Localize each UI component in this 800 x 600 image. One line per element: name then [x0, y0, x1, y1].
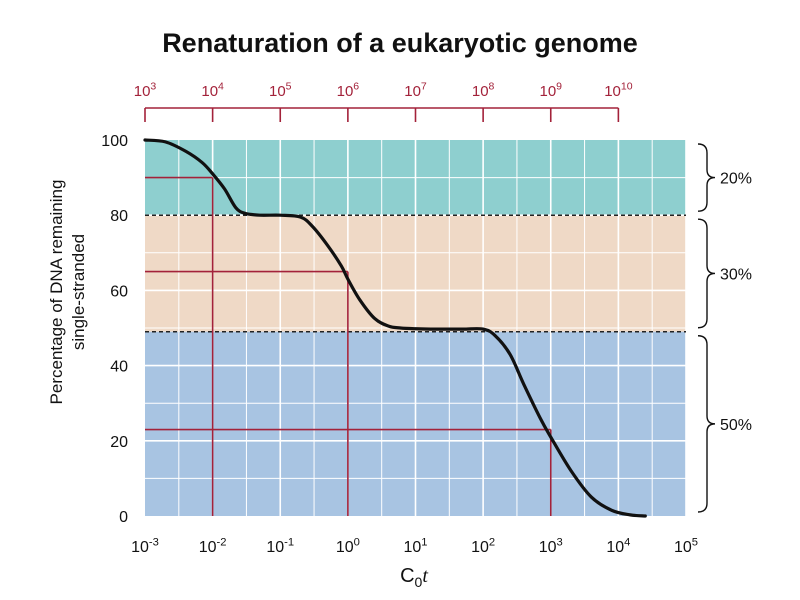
band-label-20: 20%	[720, 171, 752, 188]
x-tick-label: 10-2	[199, 536, 227, 556]
top-scale-label: 107	[404, 81, 427, 100]
y-tick-label: 60	[110, 283, 128, 300]
top-scale-label: 1010	[604, 81, 633, 100]
y-axis-label-line1: Percentage of DNA remaining	[47, 180, 66, 405]
top-scale-label: 103	[134, 81, 157, 100]
top-scale: 103 104 105 106 107 108 109 1010	[134, 81, 633, 122]
y-tick-label: 100	[101, 133, 128, 150]
x-tick-label: 10-3	[131, 536, 159, 556]
curve-layer	[143, 138, 647, 518]
y-tick-label: 0	[119, 509, 128, 526]
top-scale-label: 109	[539, 81, 562, 100]
x-tick-label: 100	[336, 536, 360, 556]
chart-title: Renaturation of a eukaryotic genome	[162, 28, 638, 58]
x-tick-label: 103	[539, 536, 563, 556]
band-braces: 20% 30% 50%	[697, 143, 752, 513]
y-tick-label: 20	[110, 434, 128, 451]
renaturation-curve	[143, 138, 647, 518]
midpoint-guide-layer	[145, 176, 552, 516]
divider-layer	[145, 214, 686, 333]
x-tick-label: 105	[674, 536, 698, 556]
top-scale-label: 108	[472, 81, 495, 100]
y-tick-label: 40	[110, 359, 128, 376]
brace	[697, 218, 716, 329]
x-tick-label: 104	[606, 536, 630, 556]
top-scale-label: 106	[337, 81, 360, 100]
x-tick-label: 10-1	[266, 536, 294, 556]
x-axis-label: C0t	[400, 565, 428, 590]
top-scale-label: 105	[269, 81, 292, 100]
brace	[697, 335, 716, 513]
x-axis-ticks: 10-3 10-2 10-1 100 101 102 103 104 105	[131, 536, 698, 556]
x-tick-label: 102	[471, 536, 495, 556]
top-scale-label: 104	[201, 81, 224, 100]
band-label-50: 50%	[720, 417, 752, 434]
band-label-30: 30%	[720, 266, 752, 283]
y-axis-ticks: 0 20 40 60 80 100	[101, 133, 128, 526]
x-tick-label: 101	[403, 536, 427, 556]
y-tick-label: 80	[110, 208, 128, 225]
brace	[697, 143, 716, 212]
y-axis-label-line2: single-stranded	[69, 234, 88, 350]
